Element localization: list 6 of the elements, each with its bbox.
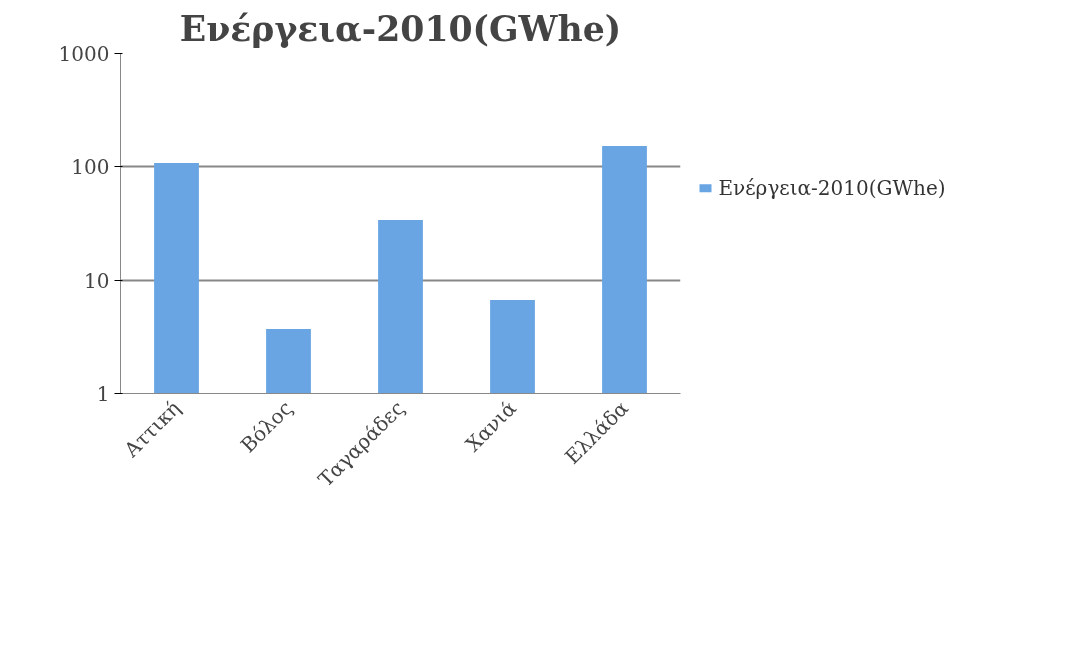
y-tick-label: 10	[84, 268, 110, 293]
y-tick-label: 100	[71, 155, 110, 180]
legend-label: Ενέργεια-2010(GWhe)	[718, 176, 946, 201]
y-tick-label: 1	[96, 382, 110, 406]
y-tick-label: 1000	[58, 42, 110, 66]
chart-title: Ενέργεια-2010(GWhe)	[179, 7, 622, 49]
